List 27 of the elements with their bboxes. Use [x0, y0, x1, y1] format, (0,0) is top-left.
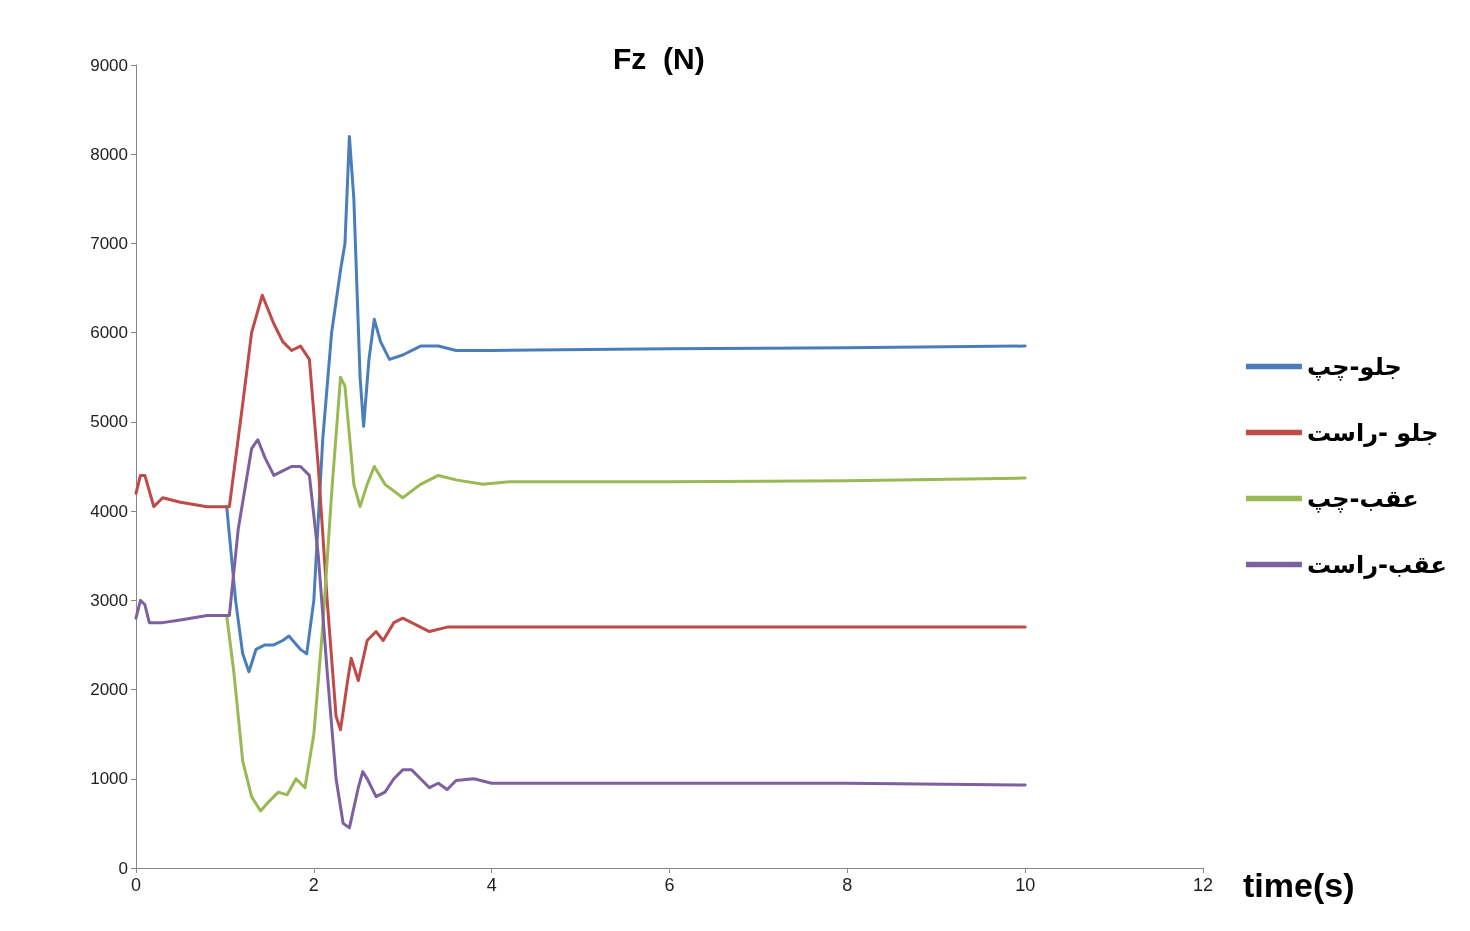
line-series [225, 375, 1027, 813]
y-tick-label: 8000 [90, 144, 128, 164]
chart-title: Fz (N) [613, 41, 705, 75]
x-tick-label: 10 [1015, 875, 1036, 895]
y-tick-label: 4000 [90, 501, 128, 521]
y-tick-label: 0 [118, 858, 128, 878]
legend-label: جلو-چپ [1306, 352, 1402, 381]
y-tick-label: 6000 [90, 323, 128, 343]
y-tick-label: 3000 [90, 590, 128, 610]
legend-label: جلو -راست [1306, 418, 1439, 447]
line-series [134, 293, 1027, 732]
y-tick-label: 9000 [90, 55, 128, 75]
y-tick-label: 5000 [90, 412, 128, 432]
x-tick-label: 4 [486, 875, 497, 895]
line-series [225, 134, 1027, 674]
legend-label: عقب-چپ [1306, 484, 1419, 513]
x-tick-label: 12 [1192, 875, 1214, 895]
x-tick-label: 6 [664, 875, 675, 895]
legend-label: عقب-راست [1306, 550, 1448, 579]
x-tick-label: 0 [130, 875, 142, 895]
x-tick-label: 2 [308, 875, 319, 895]
y-tick-label: 1000 [90, 769, 128, 789]
x-axis-title: time(s) [1243, 866, 1355, 904]
y-tick-label: 2000 [90, 680, 128, 700]
x-tick-label: 8 [842, 875, 853, 895]
line-series [134, 438, 1027, 830]
y-tick-label: 7000 [90, 233, 128, 253]
